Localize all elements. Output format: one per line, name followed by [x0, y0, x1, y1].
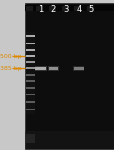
Bar	[86, 6, 93, 11]
Bar	[25, 3, 113, 148]
Bar	[26, 134, 35, 142]
Bar	[34, 66, 47, 71]
Bar	[26, 101, 34, 103]
Bar	[25, 130, 113, 148]
Bar	[26, 49, 34, 51]
Bar	[26, 94, 34, 95]
Bar	[35, 67, 46, 70]
Bar	[26, 80, 34, 82]
Bar	[26, 55, 34, 57]
Text: 3: 3	[63, 5, 68, 14]
Text: 1: 1	[38, 5, 43, 14]
Bar	[49, 6, 56, 11]
Bar	[73, 67, 83, 70]
Text: 385 bp: 385 bp	[0, 66, 22, 71]
Bar	[25, 5, 113, 11]
Bar	[26, 74, 34, 76]
Bar	[26, 43, 34, 44]
Bar	[26, 109, 34, 110]
Bar	[26, 35, 34, 37]
Bar	[26, 87, 34, 89]
Text: 2: 2	[50, 5, 56, 14]
Bar	[48, 66, 58, 71]
Bar	[26, 32, 35, 114]
Text: 500 bp: 500 bp	[0, 54, 22, 59]
Bar	[36, 6, 43, 11]
Text: 4: 4	[75, 5, 81, 14]
Bar	[26, 6, 33, 11]
Bar	[74, 6, 81, 11]
Text: 5: 5	[88, 5, 93, 14]
Bar	[61, 6, 68, 11]
Bar	[73, 66, 84, 70]
Bar	[26, 61, 34, 63]
Bar	[48, 67, 58, 70]
Bar	[26, 67, 34, 69]
